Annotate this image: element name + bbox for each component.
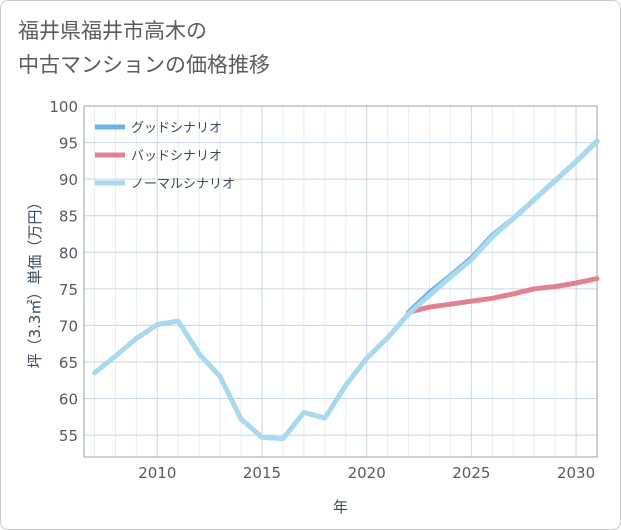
series-lines [92, 138, 600, 442]
y-tick-label: 80 [59, 244, 78, 262]
y-tick-label: 55 [59, 427, 78, 445]
x-axis-label: 年 [333, 498, 348, 516]
y-tick-label: 65 [59, 354, 78, 372]
x-tick-label: 2015 [243, 464, 281, 482]
legend-entry: バッドシナリオ [131, 149, 222, 164]
y-tick-label: 60 [59, 391, 78, 409]
x-tick-label: 2030 [557, 464, 595, 482]
title-line-1: 福井県福井市高木の [18, 19, 207, 43]
y-tick-label: 95 [59, 135, 78, 153]
x-axis-ticks: 2010 2015 2020 2025 2030 [138, 464, 595, 482]
legend-entry: ノーマルシナリオ [131, 177, 235, 192]
y-axis-ticks: 55 60 65 70 75 80 85 90 95 100 [49, 98, 78, 445]
legend-entry: グッドシナリオ [131, 121, 222, 136]
chart-title: 福井県福井市高木の 中古マンションの価格推移 [18, 14, 270, 82]
y-tick-label: 85 [59, 208, 78, 226]
y-tick-label: 75 [59, 281, 78, 299]
series-line-2 [406, 276, 600, 315]
x-tick-label: 2010 [138, 464, 176, 482]
x-tick-label: 2020 [348, 464, 386, 482]
y-tick-label: 100 [49, 98, 78, 116]
x-tick-label: 2025 [452, 464, 490, 482]
plot-area [83, 105, 598, 458]
y-tick-label: 90 [59, 171, 78, 189]
series-line-3 [92, 138, 600, 442]
y-axis-label: 坪（3.3㎡）単価（万円） [26, 195, 44, 369]
y-tick-label: 70 [59, 317, 78, 335]
title-line-2: 中古マンションの価格推移 [18, 53, 270, 77]
